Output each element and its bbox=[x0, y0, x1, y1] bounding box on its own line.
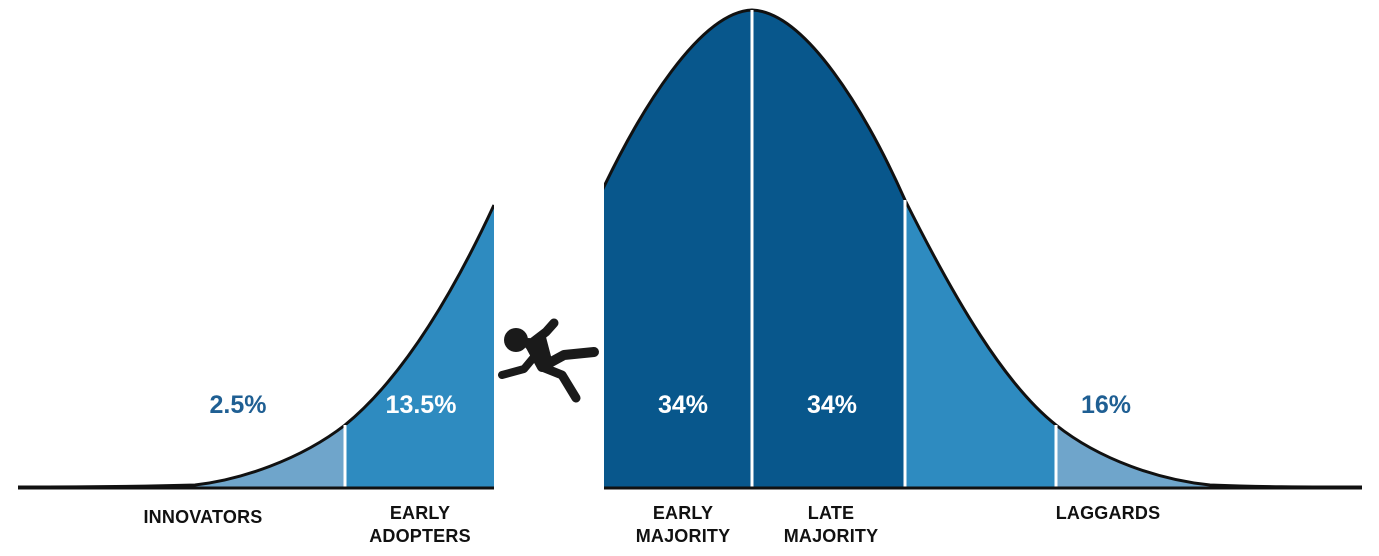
early-majority-label-line2: MAJORITY bbox=[635, 526, 731, 546]
early-majority-label: EARLY MAJORITY bbox=[593, 502, 773, 548]
late-majority-label: LATE MAJORITY bbox=[741, 502, 921, 548]
right-curve-outline bbox=[604, 8, 1363, 489]
laggards-label-line1: LAGGARDS bbox=[1055, 503, 1161, 523]
right-curve-section bbox=[604, 8, 1363, 489]
early-majority-region bbox=[604, 10, 752, 487]
early-adopters-label: EARLY ADOPTERS bbox=[330, 502, 510, 548]
laggards-label: LAGGARDS bbox=[1018, 502, 1198, 525]
late-majority-label-line1: LATE bbox=[807, 503, 855, 523]
early-adopters-percent: 13.5% bbox=[385, 391, 457, 419]
laggards-percent: 16% bbox=[1080, 391, 1132, 419]
early-adopters-region bbox=[345, 205, 494, 487]
early-adopters-label-line1: EARLY bbox=[389, 503, 451, 523]
late-majority-label-line2: MAJORITY bbox=[783, 526, 879, 546]
laggards-region bbox=[1056, 425, 1210, 487]
innovators-label: INNOVATORS bbox=[113, 506, 293, 529]
left-curve-outline bbox=[17, 204, 494, 489]
falling-person-icon bbox=[498, 318, 599, 403]
innovators-label-line1: INNOVATORS bbox=[143, 507, 263, 527]
early-majority-percent: 34% bbox=[657, 391, 709, 419]
early-adopters-label-line2: ADOPTERS bbox=[369, 526, 471, 546]
early-majority-label-line1: EARLY bbox=[652, 503, 714, 523]
innovators-percent: 2.5% bbox=[209, 391, 267, 419]
late-right-band-region bbox=[905, 200, 1056, 487]
left-curve-section bbox=[17, 204, 494, 489]
late-majority-region bbox=[752, 10, 905, 487]
late-majority-percent: 34% bbox=[806, 391, 858, 419]
innovators-region bbox=[195, 425, 345, 487]
